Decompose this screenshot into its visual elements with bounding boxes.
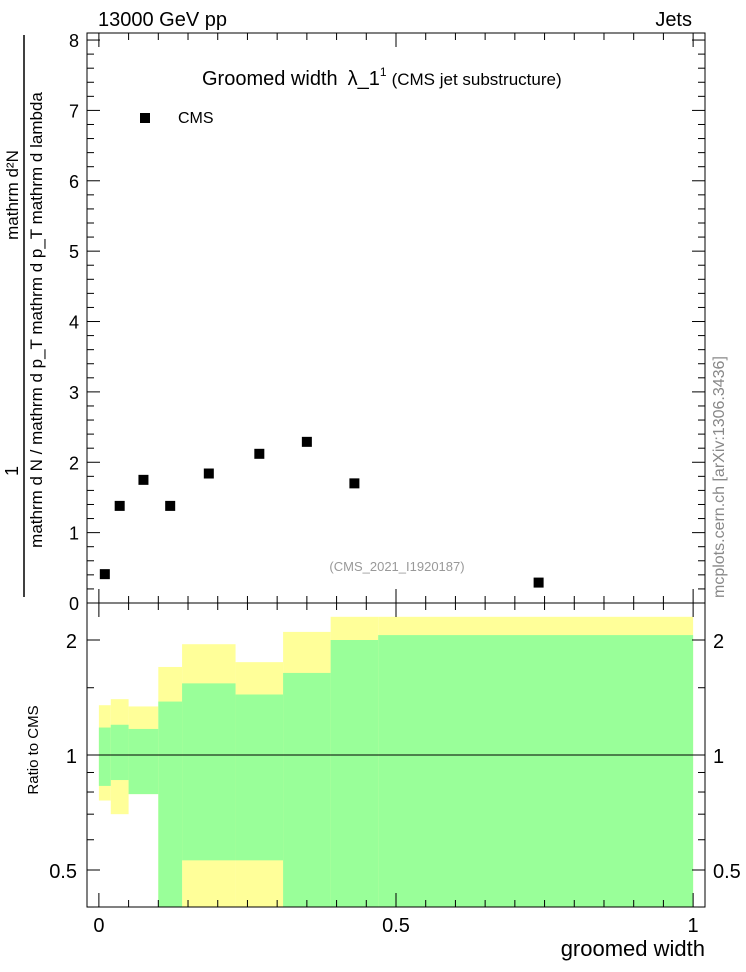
main-ytick-label: 4 xyxy=(69,313,79,333)
legend-label: CMS xyxy=(178,110,214,127)
cms-data-point xyxy=(165,500,176,511)
ratio-ytick-label: 0.5 xyxy=(49,861,77,883)
ratio-band-bin xyxy=(158,701,183,907)
ylabel-inner-numerator: mathrm d²N xyxy=(3,150,22,240)
main-ytick-label: 5 xyxy=(69,242,79,262)
analysis-tag: (CMS_2021_I1920187) xyxy=(329,559,464,574)
ratio-axis-ticks xyxy=(87,603,705,908)
main-plot-panel: 0 1 2 3 4 5 6 7 8 Groomed width λ_11 (CMS jet subs… xyxy=(2,31,706,614)
main-ytick-label: 6 xyxy=(69,172,79,192)
main-y-tick-labels: 0 1 2 3 4 5 6 7 8 xyxy=(69,31,79,614)
ratio-x-tick-labels: 0 0.5 1 xyxy=(93,915,698,937)
ratio-band-bin xyxy=(378,635,694,907)
ratio-y-axis-label: Ratio to CMS xyxy=(25,705,42,794)
main-ytick-label: 1 xyxy=(69,524,79,544)
legend-marker xyxy=(140,113,150,123)
main-axis-ticks xyxy=(87,33,705,604)
ylabel-denominator: mathrm d N / mathrm d p_T mathrm d p_T m… xyxy=(27,92,46,548)
cms-data-point xyxy=(254,448,265,459)
main-y-axis-label: 1 mathrm d N / mathrm d p_T mathrm d p_T… xyxy=(2,35,46,597)
ratio-plot-frame xyxy=(86,602,706,908)
ratio-plot-panel: 0.5 0.51 12 2 0 0.5 1 Ratio to CMS groomed wi… xyxy=(25,602,741,961)
category-label: Jets xyxy=(655,9,692,31)
cms-data-point xyxy=(301,436,312,447)
ratio-y-tick-labels: 0.5 0.5 1 1 2 2 xyxy=(49,631,741,883)
main-title: Groomed width λ_11 (CMS jet substructure) xyxy=(202,65,562,90)
ratio-band-bin xyxy=(110,724,129,781)
ratio-xtick-label: 1 xyxy=(688,915,699,937)
ratio-band-bin xyxy=(235,694,284,861)
cms-data-point xyxy=(138,474,149,485)
ratio-band-bin xyxy=(98,727,111,786)
cms-data-points xyxy=(99,436,544,588)
x-axis-label: groomed width xyxy=(561,936,705,961)
cms-data-point xyxy=(203,468,214,479)
main-ytick-label: 3 xyxy=(69,383,79,403)
ratio-ytick-label-right: 2 xyxy=(713,631,724,653)
cms-data-point xyxy=(349,478,360,489)
ratio-ytick-label-right: 0.5 xyxy=(713,861,741,883)
main-ytick-label: 2 xyxy=(69,453,79,473)
cms-data-point xyxy=(114,500,125,511)
ratio-xtick-label: 0.5 xyxy=(382,915,410,937)
side-credit: mcplots.cern.ch [arXiv:1306.3436] xyxy=(711,356,728,598)
main-ytick-label: 7 xyxy=(69,101,79,121)
cms-data-point xyxy=(99,569,110,580)
main-ytick-label: 8 xyxy=(69,31,79,51)
ratio-ytick-label: 2 xyxy=(66,631,77,653)
cms-data-point xyxy=(533,577,544,588)
ratio-ytick-label-right: 1 xyxy=(713,746,724,768)
ratio-uncertainty-bands xyxy=(98,616,694,907)
ratio-xtick-label: 0 xyxy=(93,915,104,937)
ratio-ytick-label: 1 xyxy=(66,746,77,768)
ratio-band-bin xyxy=(128,728,159,795)
ylabel-numerator: 1 xyxy=(2,466,22,476)
main-ytick-label: 0 xyxy=(69,594,79,614)
ratio-band-bin xyxy=(330,640,379,907)
ratio-band-bin xyxy=(182,683,236,861)
energy-label: 13000 GeV pp xyxy=(98,9,227,31)
ratio-band-bin xyxy=(283,672,331,907)
